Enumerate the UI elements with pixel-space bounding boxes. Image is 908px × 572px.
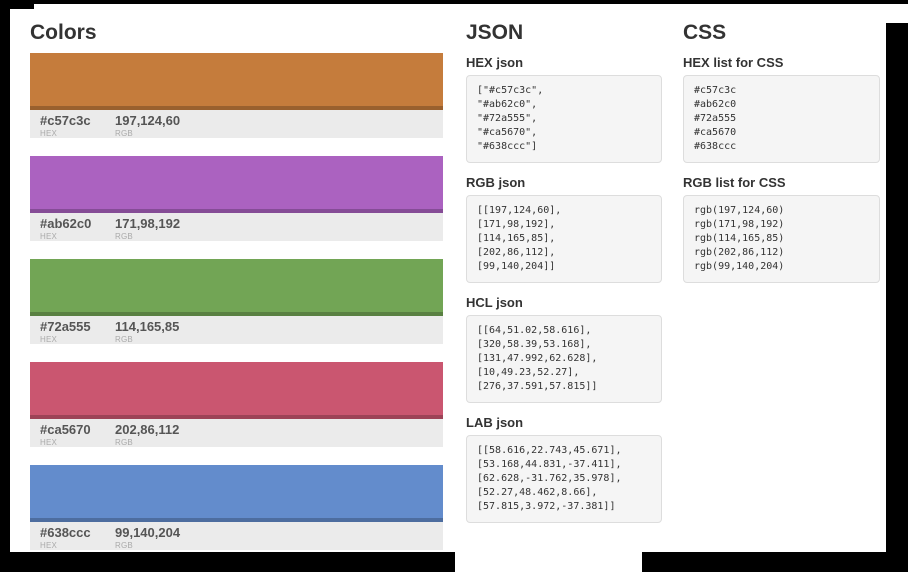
swatch-info-bar: #72a555 HEX 114,165,85 RGB — [30, 316, 443, 344]
rgb-label: RGB — [115, 541, 133, 550]
section-heading: RGB list for CSS — [683, 175, 786, 190]
code-block: ["#c57c3c", "#ab62c0", "#72a555", "#ca56… — [466, 75, 662, 163]
section-heading: LAB json — [466, 415, 524, 430]
swatch-shade — [30, 106, 443, 110]
color-swatch[interactable] — [30, 156, 443, 213]
hex-label: HEX — [40, 129, 58, 138]
paper-topright-edge — [886, 4, 908, 23]
rgb-value: 99,140,204 — [115, 525, 181, 540]
swatch-block: #72a555 HEX 114,165,85 RGB — [30, 259, 443, 344]
rgb-value: 171,98,192 — [115, 216, 181, 231]
code-section-hex-json: HEX json ["#c57c3c", "#ab62c0", "#72a555… — [466, 55, 662, 163]
black-corner — [0, 0, 34, 9]
swatch-info-bar: #638ccc HEX 99,140,204 RGB — [30, 522, 443, 550]
swatch-shade — [30, 312, 443, 316]
color-swatch[interactable] — [30, 53, 443, 110]
hex-label: HEX — [40, 335, 58, 344]
code-block: [[197,124,60], [171,98,192], [114,165,85… — [466, 195, 662, 283]
rgb-label: RGB — [115, 129, 133, 138]
hex-label: HEX — [40, 438, 58, 447]
swatch-block: #ca5670 HEX 202,86,112 RGB — [30, 362, 443, 447]
css-panel: CSS HEX list for CSS #c57c3c #ab62c0 #72… — [683, 20, 880, 295]
css-panel-title: CSS — [683, 21, 727, 44]
code-section-rgb-json: RGB json [[197,124,60], [171,98,192], [1… — [466, 175, 662, 283]
code-section-hex-css: HEX list for CSS #c57c3c #ab62c0 #72a555… — [683, 55, 880, 163]
hex-value: #72a555 — [40, 319, 91, 334]
swatch-shade — [30, 415, 443, 419]
code-block: [[64,51.02,58.616], [320,58.39,53.168], … — [466, 315, 662, 403]
hex-value: #c57c3c — [40, 113, 91, 128]
section-heading: HEX json — [466, 55, 524, 70]
hex-value: #638ccc — [40, 525, 91, 540]
rgb-value: 197,124,60 — [115, 113, 181, 128]
rgb-value: 114,165,85 — [115, 319, 180, 334]
hex-value: #ab62c0 — [40, 216, 92, 231]
section-heading: RGB json — [466, 175, 526, 190]
swatch-block: #638ccc HEX 99,140,204 RGB — [30, 465, 443, 550]
json-panel-title: JSON — [466, 21, 524, 44]
section-heading: HEX list for CSS — [683, 55, 784, 70]
code-block: rgb(197,124,60) rgb(171,98,192) rgb(114,… — [683, 195, 880, 283]
code-block: [[58.616,22.743,45.671], [53.168,44.831,… — [466, 435, 662, 523]
rgb-label: RGB — [115, 438, 133, 447]
rgb-label: RGB — [115, 232, 133, 241]
hex-label: HEX — [40, 232, 58, 241]
code-section-rgb-css: RGB list for CSS rgb(197,124,60) rgb(171… — [683, 175, 880, 283]
colors-panel-title: Colors — [30, 21, 97, 44]
rgb-value: 202,86,112 — [115, 422, 180, 437]
code-section-hcl-json: HCL json [[64,51.02,58.616], [320,58.39,… — [466, 295, 662, 403]
colors-panel: Colors #c57c3c HEX 197,124,60 RGB #ab62c0 H… — [30, 20, 443, 568]
section-heading: HCL json — [466, 295, 523, 310]
swatch-info-bar: #c57c3c HEX 197,124,60 RGB — [30, 110, 443, 138]
color-swatch[interactable] — [30, 259, 443, 316]
swatch-info-bar: #ca5670 HEX 202,86,112 RGB — [30, 419, 443, 447]
rgb-label: RGB — [115, 335, 133, 344]
json-panel: JSON HEX json ["#c57c3c", "#ab62c0", "#7… — [466, 20, 662, 535]
swatch-block: #c57c3c HEX 197,124,60 RGB — [30, 53, 443, 138]
swatch-shade — [30, 209, 443, 213]
swatch-info-bar: #ab62c0 HEX 171,98,192 RGB — [30, 213, 443, 241]
color-swatch[interactable] — [30, 362, 443, 419]
paper-bottom-tab — [455, 552, 642, 572]
color-swatch[interactable] — [30, 465, 443, 522]
swatch-block: #ab62c0 HEX 171,98,192 RGB — [30, 156, 443, 241]
code-block: #c57c3c #ab62c0 #72a555 #ca5670 #638ccc — [683, 75, 880, 163]
swatch-shade — [30, 518, 443, 522]
code-section-lab-json: LAB json [[58.616,22.743,45.671], [53.16… — [466, 415, 662, 523]
paper: Colors #c57c3c HEX 197,124,60 RGB #ab62c0 H… — [10, 4, 886, 552]
hex-value: #ca5670 — [40, 422, 91, 437]
hex-label: HEX — [40, 541, 58, 550]
